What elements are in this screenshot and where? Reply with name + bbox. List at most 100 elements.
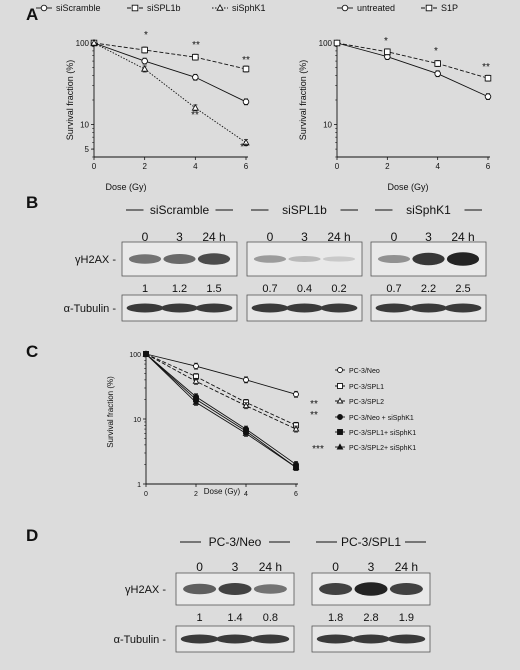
- series-line-4: [145, 353, 297, 468]
- x-tick-label: 4: [244, 491, 248, 498]
- blot-d: γH2AX - α-Tubulin - PC-3/Neo 0 3 24 h 1 1.4 0.8 P…: [114, 535, 431, 653]
- band-quantification: 1: [142, 283, 148, 295]
- chart-a-right-xlabel: Dose (Gy): [387, 182, 428, 192]
- h2ax-band: [253, 584, 287, 594]
- data-point-1-0: [333, 39, 341, 47]
- legend-marker: [337, 414, 343, 420]
- tubulin-band: [316, 634, 355, 644]
- timepoint-label: 3: [368, 560, 375, 574]
- series-line-2: [93, 42, 247, 144]
- y-tick-label: 5: [85, 145, 90, 154]
- group-label: siSPL1b: [282, 203, 327, 217]
- band-quantification: 0.4: [297, 283, 312, 295]
- y-tick-label: 1: [137, 482, 141, 489]
- data-point-2-3: [292, 425, 300, 432]
- tubulin-band: [444, 303, 482, 313]
- row-label-tubulin: α-Tubulin -: [114, 634, 167, 646]
- x-tick-label: 0: [144, 491, 148, 498]
- x-tick-label: 6: [486, 162, 491, 171]
- data-point-0-2: [243, 376, 249, 383]
- significance-marker: ***: [312, 444, 324, 455]
- series-line-0: [145, 353, 297, 395]
- legend-label: PC-3/Neo: [349, 368, 380, 375]
- legend-label: PC-3/SPL1: [349, 384, 384, 391]
- timepoint-label: 24 h: [259, 560, 282, 574]
- h2ax-band: [446, 252, 480, 266]
- group-label: siScramble: [150, 203, 210, 217]
- series-line-1: [145, 353, 297, 426]
- band-quantification: 2.5: [455, 283, 470, 295]
- data-point-1-1: [384, 48, 391, 56]
- y-tick-label: 100: [76, 39, 90, 48]
- data-point-5-0: [142, 350, 150, 357]
- legend-label: siScramble: [56, 3, 101, 13]
- h2ax-band: [128, 254, 162, 264]
- significance-marker: *: [384, 36, 388, 47]
- data-point-0-1: [193, 363, 199, 370]
- legend-marker: [131, 4, 139, 12]
- x-tick-label: 4: [193, 162, 198, 171]
- chart-c: 0 2 4 6110100*******PC-3/NeoPC-3/SPL1PC-3/S…: [106, 350, 416, 498]
- timepoint-label: 3: [301, 230, 308, 244]
- y-tick-label: 10: [323, 121, 332, 130]
- x-tick-label: 0: [335, 162, 340, 171]
- chart-a-right-ylabel: Survival fraction (%): [298, 60, 308, 141]
- data-point-2-1: [140, 64, 149, 72]
- group-label: PC-3/SPL1: [341, 535, 401, 549]
- timepoint-label: 24 h: [395, 560, 418, 574]
- legend-label: siSphK1: [232, 3, 266, 13]
- tubulin-band: [320, 303, 358, 313]
- data-point-2-1: [192, 377, 200, 384]
- legend-marker: [337, 383, 343, 389]
- band-quantification: 1: [197, 612, 203, 624]
- panel-label-d: D: [26, 526, 38, 545]
- significance-marker: **: [242, 55, 250, 66]
- significance-marker: *: [144, 30, 148, 41]
- band-quantification: 1.9: [399, 612, 414, 624]
- h2ax-band: [183, 583, 217, 595]
- band-quantification: 2.8: [363, 612, 378, 624]
- timepoint-label: 3: [425, 230, 432, 244]
- x-tick-label: 2: [385, 162, 390, 171]
- tubulin-band: [180, 634, 219, 644]
- tubulin-band: [216, 634, 254, 644]
- series-line-3: [145, 353, 297, 465]
- band-quantification: 0.8: [263, 612, 278, 624]
- data-point-5-1: [192, 398, 200, 405]
- band-quantification: 1.4: [227, 612, 242, 624]
- data-point-5-2: [242, 429, 250, 436]
- timepoint-label: 0: [332, 560, 339, 574]
- timepoint-label: 3: [232, 560, 239, 574]
- data-point-1-3: [484, 74, 492, 82]
- series-line-2: [145, 353, 297, 430]
- h2ax-band: [322, 256, 356, 262]
- series-line-0: [93, 42, 247, 103]
- legend-label: PC-3/Neo + siSphK1: [349, 415, 414, 422]
- legend-marker: [341, 4, 349, 12]
- band-quantification: 0.2: [331, 283, 346, 295]
- data-point-1-1: [141, 46, 148, 54]
- data-point-2-0: [90, 38, 98, 46]
- chart-a-left-ylabel: Survival fraction (%): [65, 60, 75, 141]
- tubulin-band: [251, 634, 290, 644]
- significance-marker: **: [310, 410, 318, 421]
- tubulin-band: [286, 303, 323, 313]
- legend-label: PC-3/SPL2: [349, 399, 384, 406]
- band-quantification: 1.2: [172, 283, 187, 295]
- h2ax-band: [218, 583, 252, 595]
- h2ax-band: [197, 253, 231, 265]
- legend-label: siSPL1b: [147, 3, 181, 13]
- x-tick-label: 6: [294, 491, 298, 498]
- y-tick-label: 100: [319, 39, 333, 48]
- timepoint-label: 0: [196, 560, 203, 574]
- row-label-h2ax: γH2AX -: [75, 254, 116, 266]
- band-quantification: 0.7: [386, 283, 401, 295]
- h2ax-band: [389, 583, 423, 595]
- legend-marker: [425, 4, 433, 12]
- significance-marker: **: [191, 110, 199, 121]
- significance-marker: **: [192, 40, 200, 51]
- panel-label-a: A: [26, 5, 38, 24]
- chart-c-ylabel: Survival fraction (%): [106, 376, 115, 448]
